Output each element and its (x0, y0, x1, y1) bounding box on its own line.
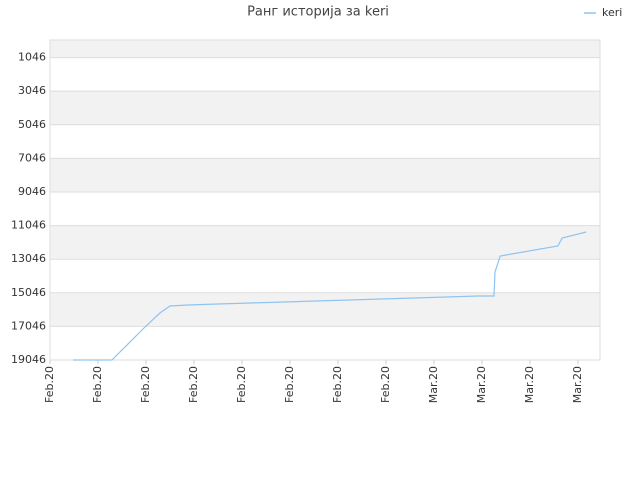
grid-band (50, 40, 600, 58)
x-tick-label: Feb.20 (283, 366, 296, 403)
grid-band (50, 191, 600, 226)
x-tick-label: Feb.20 (43, 366, 56, 403)
series-line (73, 231, 587, 361)
grid-band (50, 91, 600, 125)
y-tick-label: 11046 (11, 219, 46, 232)
plot-border (49, 39, 601, 361)
x-tick-label: Feb.20 (91, 366, 104, 403)
x-tick-label: Mar.20 (523, 366, 536, 403)
y-tick-label: 13046 (11, 252, 46, 265)
x-tick-label: Mar.20 (475, 366, 488, 403)
grid-band (50, 259, 600, 293)
y-tick-label: 9046 (18, 185, 46, 198)
grid-band (50, 158, 600, 192)
grid-band (50, 292, 600, 327)
y-tick-label: 7046 (18, 151, 46, 164)
y-tick-label: 17046 (11, 319, 46, 332)
grid-band (50, 57, 600, 92)
x-tick-label: Feb.20 (139, 366, 152, 403)
y-tick-label: 1046 (18, 51, 46, 64)
x-tick-label: Feb.20 (235, 366, 248, 403)
grid-band (50, 124, 600, 159)
x-tick-label: Feb.20 (187, 366, 200, 403)
y-tick-label: 3046 (18, 84, 46, 97)
y-tick-label: 19046 (11, 353, 46, 366)
x-tick-label: Mar.20 (571, 366, 584, 403)
x-tick-label: Feb.20 (331, 366, 344, 403)
chart-title: Ранг историја за keri (247, 5, 389, 20)
grid-band (50, 225, 600, 260)
y-tick-label: 5046 (18, 118, 46, 131)
y-tick-label: 15046 (11, 286, 46, 299)
grid-band (50, 326, 600, 360)
legend-label: keri (602, 6, 622, 19)
x-tick-label: Mar.20 (427, 366, 440, 403)
x-tick-label: Feb.20 (379, 366, 392, 403)
